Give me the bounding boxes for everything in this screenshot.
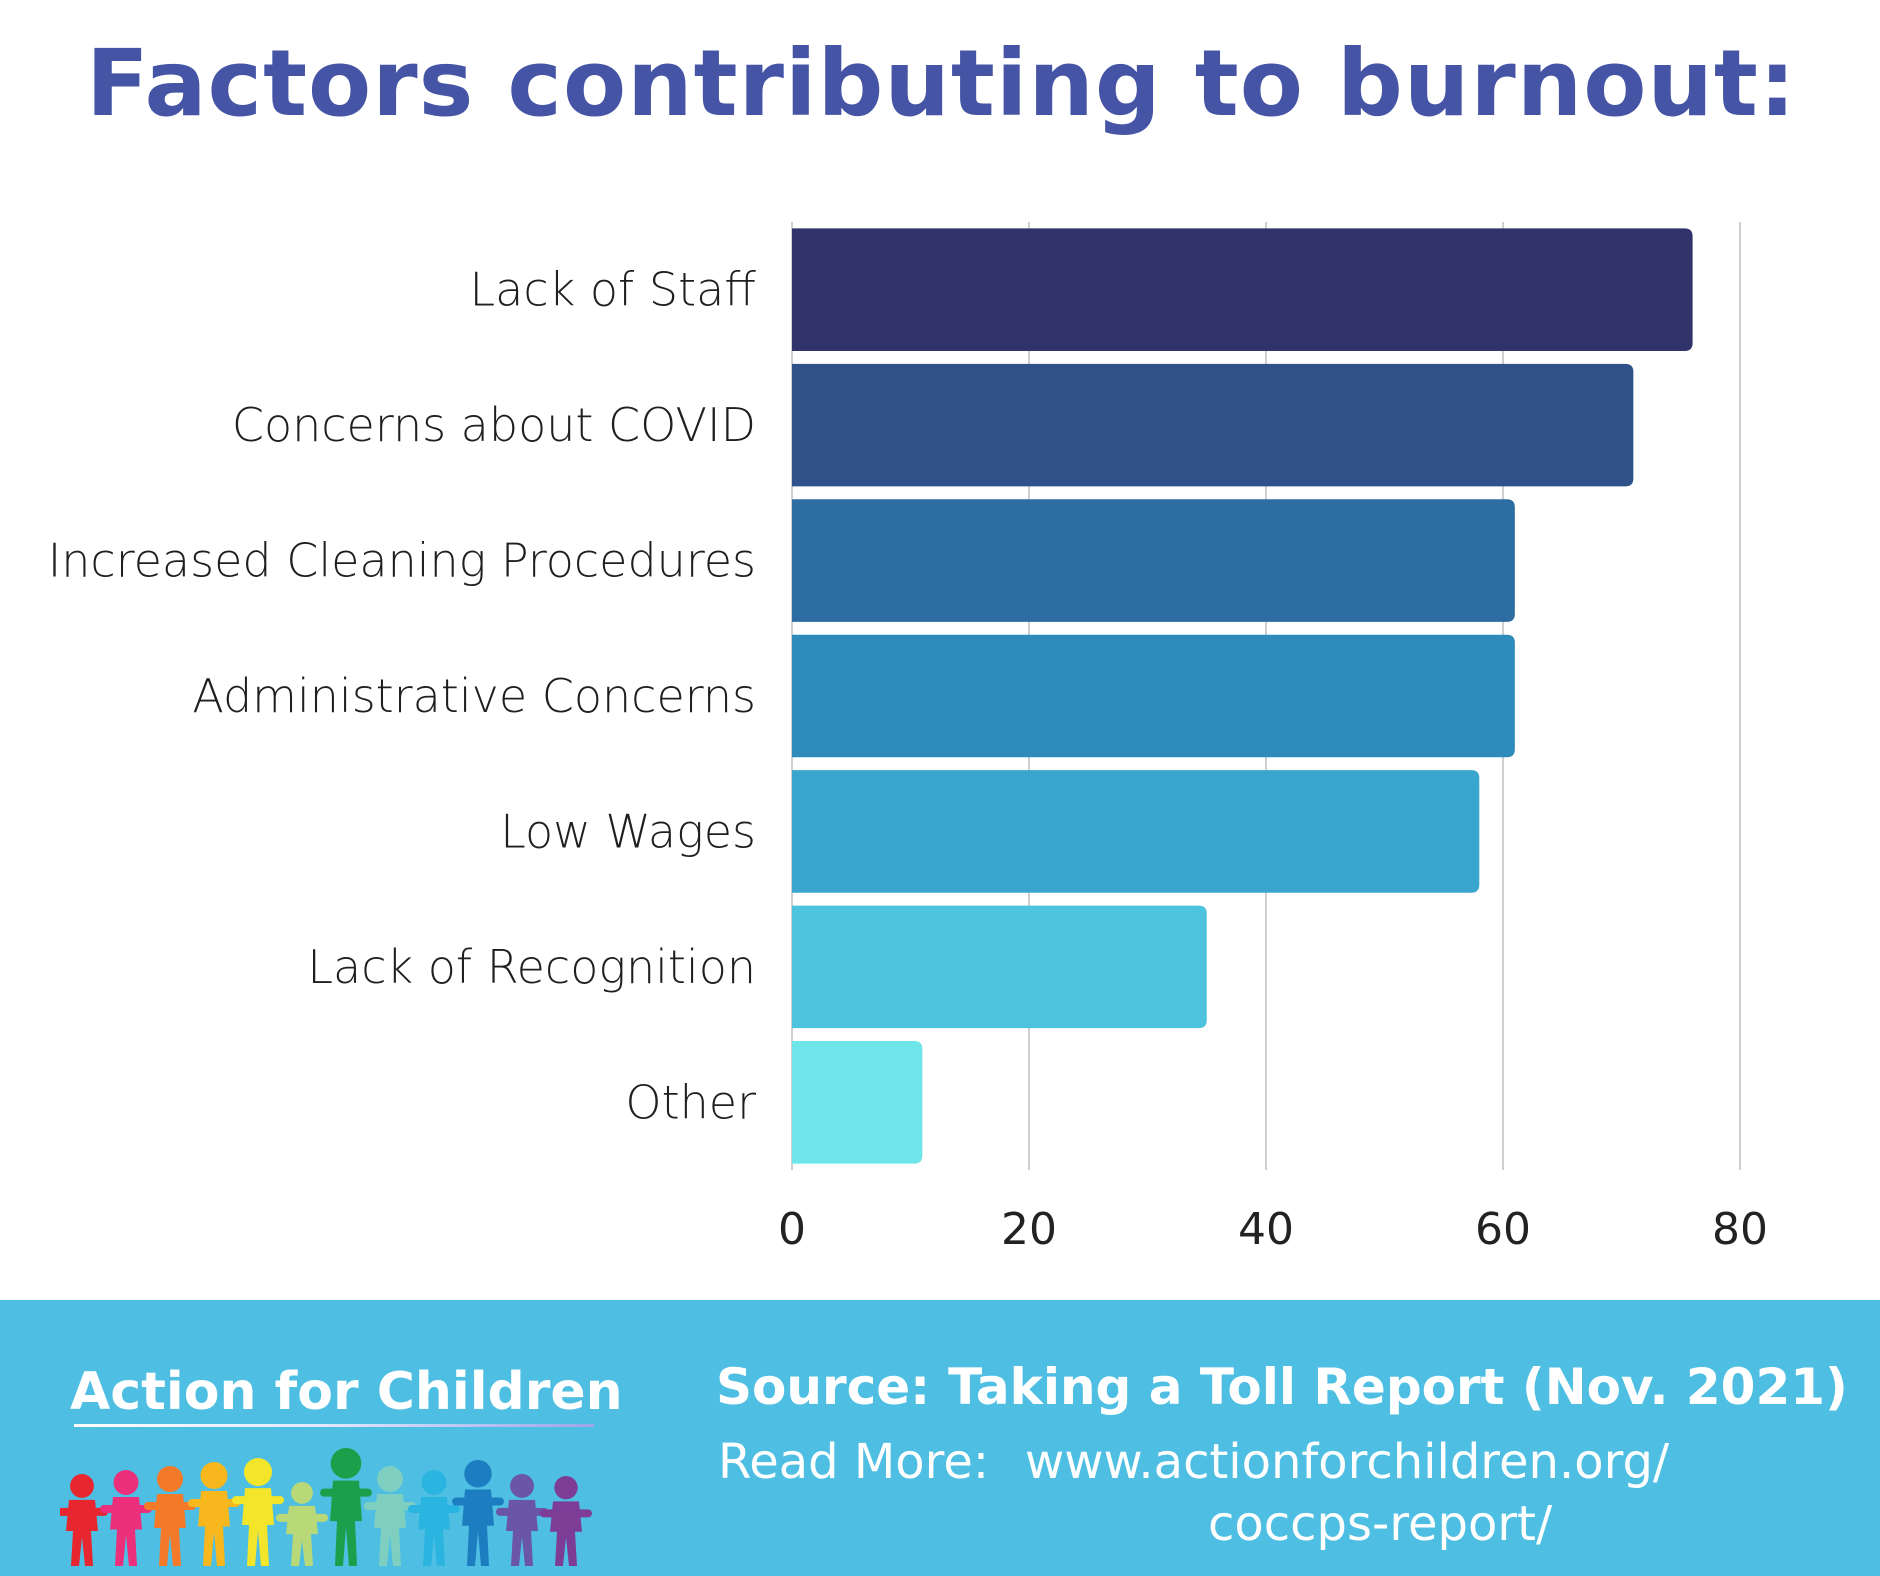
bar	[792, 905, 1207, 1029]
bar	[792, 499, 1515, 622]
chart-svg: 0 20 40 60 80 Lack of Staff Concerns about COV…	[48, 222, 1768, 1255]
category-label: Other	[625, 1075, 756, 1129]
child-silhouette	[452, 1460, 504, 1566]
child-silhouette	[364, 1466, 416, 1566]
source-line: Source: Taking a Toll Report (Nov. 2021)	[716, 1358, 1848, 1416]
x-tick-label: 60	[1475, 1204, 1531, 1255]
bar-chart: 0 20 40 60 80 Lack of Staff Concerns about COV…	[48, 222, 1768, 1255]
org-logo-underline	[74, 1424, 594, 1427]
x-tick-label: 20	[1001, 1204, 1057, 1255]
read-more-label: Read More:	[718, 1434, 990, 1490]
source-label: Source:	[716, 1358, 931, 1416]
child-silhouette	[276, 1482, 328, 1566]
child-silhouette	[232, 1458, 284, 1566]
child-silhouette	[188, 1462, 240, 1566]
bar	[792, 363, 1634, 487]
child-silhouette	[540, 1476, 592, 1566]
read-more-link-continued[interactable]: coccps-report/	[1208, 1496, 1553, 1552]
child-silhouette	[144, 1466, 196, 1566]
bar	[792, 634, 1515, 758]
child-silhouette	[320, 1448, 372, 1566]
bar	[792, 770, 1480, 893]
category-label: Lack of Recognition	[307, 940, 756, 994]
org-logo-text: Action for Children	[70, 1362, 623, 1422]
category-label: Administrative Concerns	[192, 669, 756, 723]
page-title: Factors contributing to burnout:	[86, 30, 1797, 137]
children-silhouettes-logo	[60, 1448, 592, 1566]
category-label: Increased Cleaning Procedures	[48, 534, 756, 588]
read-more-link[interactable]: www.actionforchildren.org/	[1025, 1434, 1670, 1490]
category-label: Low Wages	[500, 804, 756, 858]
child-silhouette	[60, 1474, 108, 1566]
x-tick-label: 40	[1238, 1204, 1294, 1255]
source-text: Taking a Toll Report (Nov. 2021)	[948, 1358, 1848, 1416]
bar	[792, 1041, 923, 1164]
category-label: Concerns about COVID	[232, 398, 756, 452]
x-tick-label: 80	[1712, 1204, 1768, 1255]
footer-banner: Action for Children Source: Taking a Toll…	[0, 1300, 1880, 1576]
x-tick-label: 0	[778, 1204, 806, 1255]
child-silhouette	[100, 1470, 152, 1566]
read-more-line: Read More: www.actionforchildren.org/	[718, 1434, 1669, 1490]
category-label: Lack of Staff	[470, 263, 757, 317]
bar	[792, 228, 1693, 351]
child-silhouette	[496, 1474, 548, 1566]
child-silhouette	[408, 1470, 460, 1566]
